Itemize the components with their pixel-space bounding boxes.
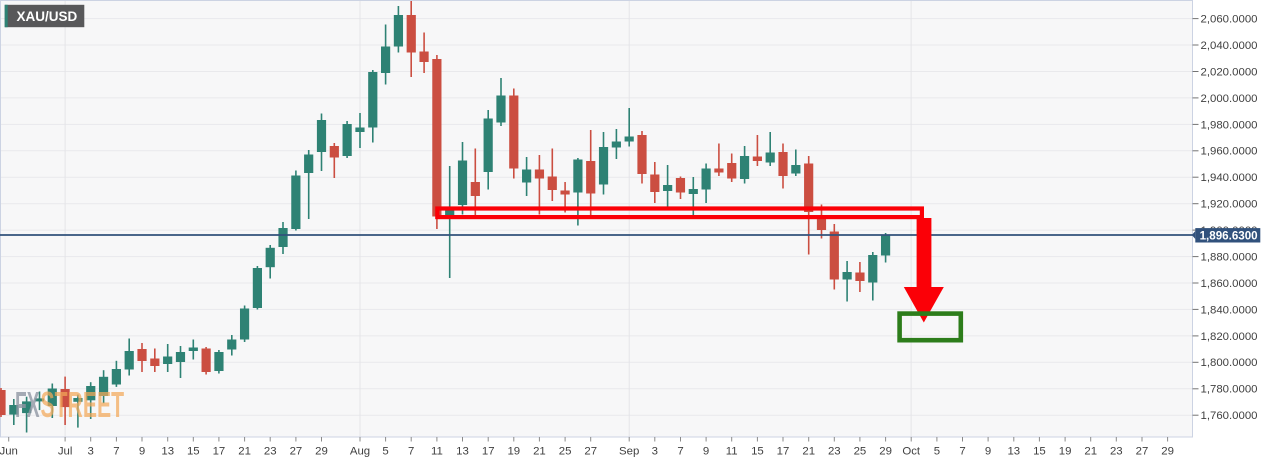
svg-text:1,940.0000: 1,940.0000 <box>1201 172 1258 184</box>
svg-text:17: 17 <box>777 446 790 458</box>
svg-text:Jul: Jul <box>58 446 73 458</box>
svg-text:7: 7 <box>677 446 683 458</box>
svg-text:17: 17 <box>482 446 495 458</box>
svg-text:3: 3 <box>88 446 94 458</box>
svg-text:2,040.0000: 2,040.0000 <box>1201 40 1258 52</box>
svg-text:1,820.0000: 1,820.0000 <box>1201 331 1258 343</box>
svg-text:19: 19 <box>507 446 520 458</box>
svg-text:2,020.0000: 2,020.0000 <box>1201 66 1258 78</box>
svg-text:2,060.0000: 2,060.0000 <box>1201 14 1258 26</box>
svg-text:19: 19 <box>1059 446 1072 458</box>
svg-text:1,760.0000: 1,760.0000 <box>1201 410 1258 422</box>
svg-text:FX: FX <box>15 384 40 425</box>
svg-text:23: 23 <box>264 446 277 458</box>
svg-text:1,780.0000: 1,780.0000 <box>1201 384 1258 396</box>
svg-text:1,980.0000: 1,980.0000 <box>1201 119 1258 131</box>
svg-text:Aug: Aug <box>350 446 370 458</box>
svg-text:1,920.0000: 1,920.0000 <box>1201 199 1258 211</box>
svg-text:9: 9 <box>139 446 145 458</box>
svg-text:15: 15 <box>1033 446 1046 458</box>
svg-text:27: 27 <box>1136 446 1149 458</box>
svg-text:23: 23 <box>1110 446 1123 458</box>
svg-text:5: 5 <box>382 446 388 458</box>
svg-text:29: 29 <box>1161 446 1174 458</box>
svg-text:7: 7 <box>113 446 119 458</box>
svg-text:23: 23 <box>828 446 841 458</box>
svg-text:1,800.0000: 1,800.0000 <box>1201 357 1258 369</box>
svg-text:1,960.0000: 1,960.0000 <box>1201 146 1258 158</box>
svg-text:1,860.0000: 1,860.0000 <box>1201 278 1258 290</box>
svg-text:15: 15 <box>751 446 764 458</box>
svg-text:9: 9 <box>703 446 709 458</box>
svg-text:11: 11 <box>431 446 443 458</box>
svg-text:29: 29 <box>315 446 328 458</box>
svg-text:27: 27 <box>584 446 597 458</box>
svg-text:25: 25 <box>559 446 572 458</box>
svg-text:21: 21 <box>533 446 546 458</box>
svg-text:25: 25 <box>854 446 867 458</box>
svg-text:1,840.0000: 1,840.0000 <box>1201 304 1258 316</box>
svg-text:3: 3 <box>652 446 658 458</box>
svg-text:STREET: STREET <box>41 384 125 425</box>
svg-text:13: 13 <box>1007 446 1020 458</box>
svg-text:11: 11 <box>726 446 738 458</box>
svg-text:21: 21 <box>238 446 251 458</box>
svg-text:27: 27 <box>290 446 303 458</box>
svg-text:Jun: Jun <box>0 446 18 458</box>
svg-text:1,880.0000: 1,880.0000 <box>1201 252 1258 264</box>
svg-text:2,000.0000: 2,000.0000 <box>1201 93 1258 105</box>
svg-text:21: 21 <box>802 446 815 458</box>
svg-text:17: 17 <box>213 446 226 458</box>
svg-text:7: 7 <box>959 446 965 458</box>
svg-text:13: 13 <box>456 446 469 458</box>
svg-text:Sep: Sep <box>619 446 639 458</box>
svg-text:13: 13 <box>161 446 174 458</box>
svg-text:5: 5 <box>934 446 940 458</box>
svg-text:XAU/USD: XAU/USD <box>17 9 78 24</box>
svg-text:7: 7 <box>408 446 414 458</box>
svg-text:Oct: Oct <box>902 446 921 458</box>
svg-text:15: 15 <box>187 446 200 458</box>
svg-text:9: 9 <box>985 446 991 458</box>
svg-text:21: 21 <box>1084 446 1097 458</box>
svg-text:1,896.6300: 1,896.6300 <box>1200 229 1258 242</box>
svg-text:29: 29 <box>879 446 892 458</box>
